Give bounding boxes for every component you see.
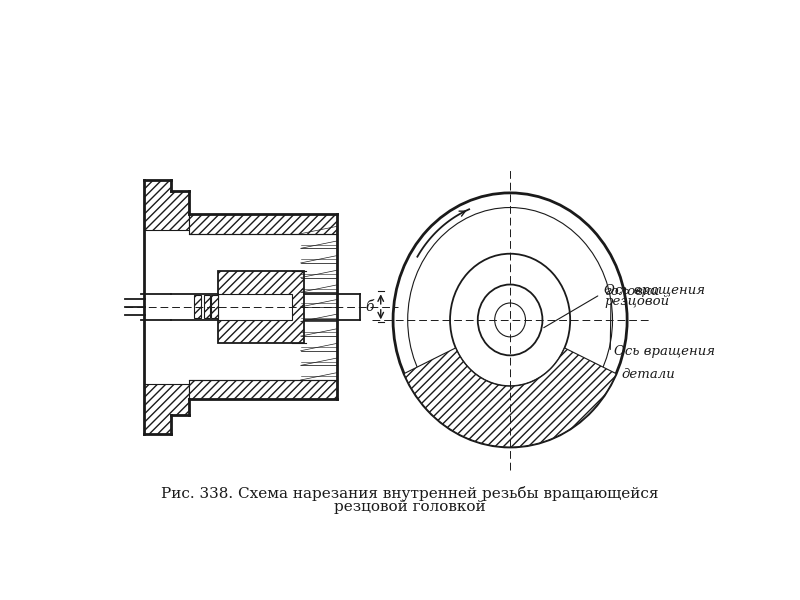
Polygon shape xyxy=(218,294,292,320)
Text: Ось вращения: Ось вращения xyxy=(604,284,705,297)
Text: детали: детали xyxy=(622,368,675,382)
Polygon shape xyxy=(189,214,337,233)
Text: головки: головки xyxy=(604,284,659,298)
Ellipse shape xyxy=(450,254,570,386)
Text: б: б xyxy=(366,300,374,314)
Polygon shape xyxy=(218,271,304,343)
Ellipse shape xyxy=(478,284,542,355)
Polygon shape xyxy=(211,295,218,319)
Polygon shape xyxy=(194,295,201,319)
Polygon shape xyxy=(144,384,189,434)
Polygon shape xyxy=(204,295,210,319)
Text: резцовой головкой: резцовой головкой xyxy=(334,500,486,514)
Polygon shape xyxy=(404,348,616,447)
Text: резцовой: резцовой xyxy=(604,295,669,308)
Ellipse shape xyxy=(494,303,526,337)
Polygon shape xyxy=(189,380,337,399)
Text: Рис. 338. Схема нарезания внутренней резьбы вращающейся: Рис. 338. Схема нарезания внутренней рез… xyxy=(162,487,658,502)
Polygon shape xyxy=(144,180,189,230)
Text: Ось вращения: Ось вращения xyxy=(614,346,715,358)
